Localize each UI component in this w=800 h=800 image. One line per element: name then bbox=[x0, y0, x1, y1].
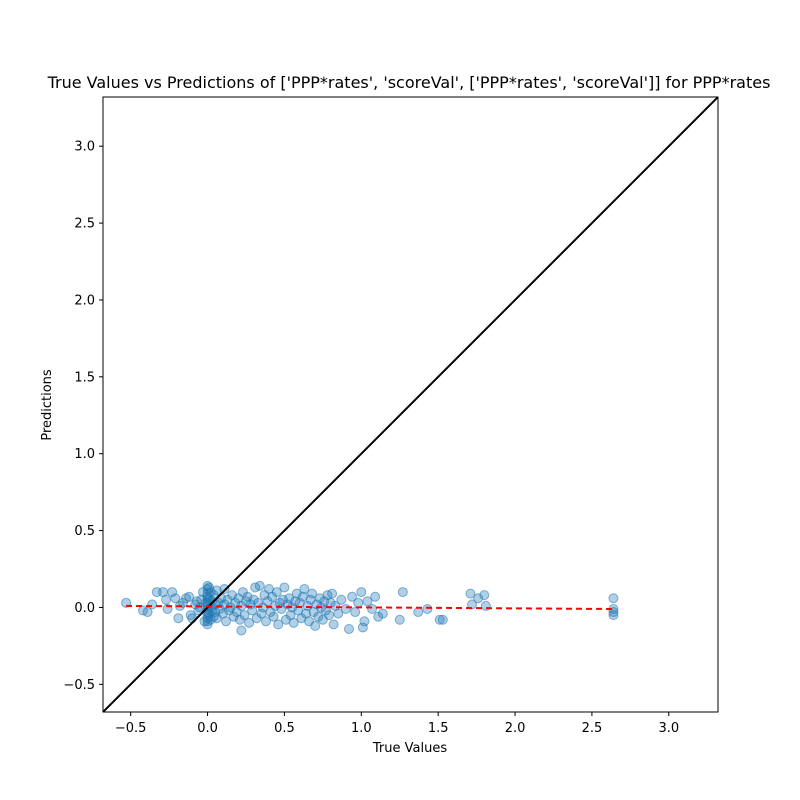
x-tick-label: 3.0 bbox=[658, 721, 679, 736]
data-point bbox=[356, 587, 367, 598]
plot-frame bbox=[102, 96, 719, 713]
data-point bbox=[350, 607, 361, 618]
data-point bbox=[413, 607, 424, 618]
data-point bbox=[254, 580, 265, 591]
data-point bbox=[473, 593, 484, 604]
x-tick-label: 0.0 bbox=[197, 721, 218, 736]
data-point bbox=[367, 603, 378, 614]
x-tick-label: 1.5 bbox=[428, 721, 449, 736]
data-point bbox=[239, 610, 250, 621]
y-tick-label: −0.5 bbox=[63, 678, 95, 693]
data-point bbox=[279, 582, 290, 593]
y-tick-label: 1.5 bbox=[74, 370, 95, 385]
y-axis: −0.5 0.0 0.5 1.0 1.5 2.0 2.5 3.0 bbox=[63, 140, 103, 693]
data-point bbox=[236, 625, 247, 636]
data-point bbox=[422, 603, 433, 614]
data-point bbox=[271, 587, 282, 598]
data-point bbox=[211, 585, 222, 596]
data-point bbox=[187, 613, 198, 624]
x-tick-label: 2.0 bbox=[505, 721, 526, 736]
y-tick-label: 0.5 bbox=[74, 524, 95, 539]
data-point bbox=[299, 584, 310, 594]
x-tick-label: −0.5 bbox=[115, 721, 147, 736]
regression-line bbox=[126, 604, 614, 610]
data-point bbox=[291, 588, 302, 599]
y-tick-label: 0.0 bbox=[74, 601, 95, 616]
data-point bbox=[347, 591, 358, 602]
data-point bbox=[336, 594, 347, 605]
data-point bbox=[344, 623, 354, 634]
data-point bbox=[147, 599, 158, 610]
data-point bbox=[327, 588, 338, 599]
data-point bbox=[333, 608, 344, 619]
y-tick-label: 3.0 bbox=[74, 140, 95, 155]
plot-area bbox=[103, 97, 718, 712]
data-point bbox=[167, 587, 178, 598]
y-tick-label: 2.0 bbox=[74, 293, 95, 308]
data-point bbox=[260, 616, 271, 627]
data-point bbox=[273, 619, 284, 630]
x-tick-label: 0.5 bbox=[274, 721, 295, 736]
data-point bbox=[479, 590, 490, 601]
data-point bbox=[324, 610, 335, 621]
data-point bbox=[357, 622, 368, 633]
data-point bbox=[161, 594, 172, 605]
data-point bbox=[359, 616, 370, 627]
data-point bbox=[173, 613, 184, 624]
data-point bbox=[353, 597, 364, 608]
data-point bbox=[465, 588, 476, 599]
data-point bbox=[142, 607, 153, 618]
x-axis-title: True Values bbox=[372, 741, 447, 756]
x-axis: −0.5 0.0 0.5 1.0 1.5 2.0 2.5 3.0 bbox=[115, 712, 679, 736]
data-point bbox=[608, 593, 619, 604]
data-point bbox=[340, 603, 351, 614]
data-point bbox=[434, 614, 445, 625]
y-tick-label: 2.5 bbox=[74, 217, 95, 232]
data-point bbox=[437, 614, 448, 625]
data-point bbox=[184, 591, 195, 602]
data-point bbox=[221, 616, 231, 627]
data-point bbox=[219, 584, 230, 594]
data-point bbox=[608, 610, 619, 621]
data-point bbox=[397, 587, 408, 598]
data-point bbox=[288, 617, 299, 628]
data-point bbox=[247, 605, 258, 616]
data-point bbox=[284, 593, 295, 604]
chart-title: True Values vs Predictions of ['PPP*rate… bbox=[47, 73, 771, 92]
data-point bbox=[328, 619, 339, 630]
x-tick-label: 1.0 bbox=[351, 721, 372, 736]
data-point bbox=[310, 620, 321, 631]
data-point bbox=[170, 593, 181, 604]
data-point bbox=[370, 591, 381, 602]
data-point bbox=[362, 596, 373, 607]
data-point bbox=[268, 611, 279, 622]
identity-line bbox=[103, 97, 718, 712]
data-point bbox=[244, 617, 255, 628]
x-tick-label: 2.5 bbox=[582, 721, 603, 736]
data-point bbox=[377, 608, 388, 619]
y-tick-label: 1.0 bbox=[74, 447, 95, 462]
data-point bbox=[202, 580, 213, 591]
y-axis-title: Predictions bbox=[40, 369, 55, 441]
data-point bbox=[394, 614, 405, 625]
data-point bbox=[307, 588, 318, 599]
